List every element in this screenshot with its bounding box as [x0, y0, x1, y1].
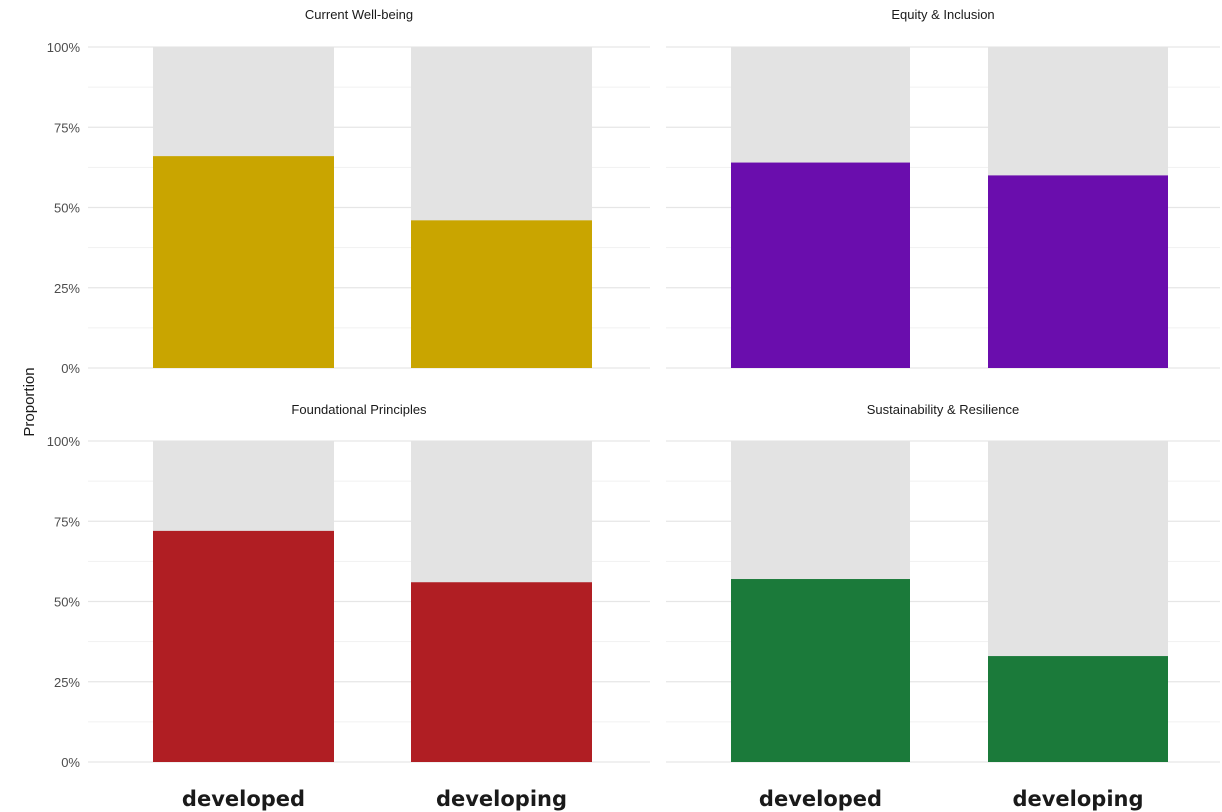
facet-panel: Foundational Principles 0% 25% 50% 75% 100% de…: [47, 402, 650, 811]
facet-title: Foundational Principles: [291, 402, 427, 417]
bar: [731, 579, 910, 762]
x-tick-label: developed: [182, 787, 305, 811]
y-tick-label: 50%: [54, 595, 80, 610]
y-tick-label: 25%: [54, 675, 80, 690]
facet-title: Equity & Inclusion: [891, 7, 994, 22]
x-tick-label: developed: [759, 787, 882, 811]
y-tick-label: 100%: [47, 40, 81, 55]
y-tick-label: 25%: [54, 281, 80, 296]
facet-panel: Sustainability & Resilience developed deve…: [666, 402, 1220, 811]
facet-title: Current Well-being: [305, 7, 413, 22]
bar: [153, 156, 334, 368]
facet-panel: Current Well-being 0% 25% 50% 75% 100%: [47, 7, 650, 376]
bar: [153, 530, 334, 762]
y-tick-label: 0%: [61, 755, 80, 770]
bar: [411, 220, 592, 368]
bar: [988, 175, 1168, 368]
bar: [411, 582, 592, 762]
x-tick-label: developing: [436, 787, 567, 811]
y-tick-label: 50%: [54, 201, 80, 216]
y-tick-label: 75%: [54, 514, 80, 529]
y-tick-label: 0%: [61, 361, 80, 376]
y-tick-label: 75%: [54, 120, 80, 135]
y-tick-label: 100%: [47, 434, 81, 449]
x-tick-label: developing: [1012, 787, 1143, 811]
y-axis-title: Proportion: [21, 367, 38, 436]
facet-panel: Equity & Inclusion: [666, 7, 1220, 369]
bar: [731, 162, 910, 368]
bar: [988, 656, 1168, 762]
facet-title: Sustainability & Resilience: [867, 402, 1019, 417]
